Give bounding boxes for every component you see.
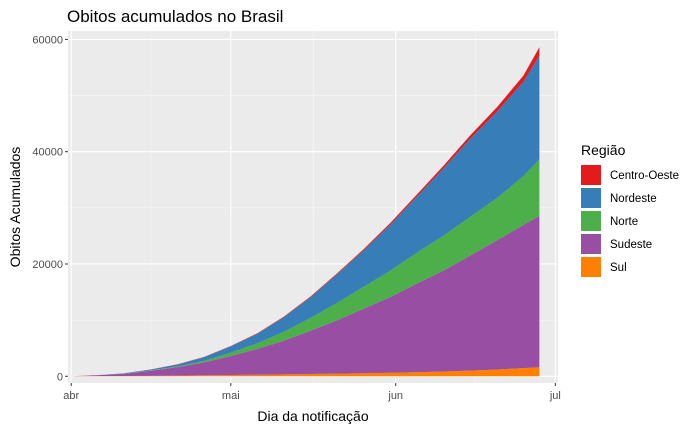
x-tick-label: abr: [63, 390, 79, 402]
y-tick-label: 60000: [32, 34, 63, 46]
legend-label: Sudeste: [610, 239, 652, 251]
legend-key: [581, 234, 601, 254]
area-sudeste: [71, 215, 540, 377]
x-tick-label: mai: [222, 390, 240, 402]
area-norte: [71, 159, 540, 377]
area-sul: [71, 367, 540, 377]
x-tick-label: jul: [549, 390, 561, 402]
legend: Região Centro-Oeste Nordeste Norte Sudeste S…: [581, 142, 679, 277]
legend-label: Nordeste: [610, 193, 657, 205]
x-tick-label: jun: [387, 390, 403, 402]
y-axis-title: Obitos Acumulados: [7, 147, 23, 268]
legend-key: [581, 188, 601, 208]
legend-key: [581, 257, 601, 277]
y-tick-label: 20000: [32, 259, 63, 271]
y-tick-label: 40000: [32, 147, 63, 159]
x-axis-title: Dia da notificação: [257, 408, 369, 424]
legend-key: [581, 211, 601, 231]
legend-label: Centro-Oeste: [610, 170, 679, 182]
y-tick-label: 0: [57, 371, 63, 383]
legend-title: Região: [581, 142, 626, 158]
legend-label: Norte: [610, 216, 638, 228]
x-axis: abr mai jun jul: [63, 383, 561, 402]
legend-label: Sul: [610, 262, 627, 274]
chart-title: Obitos acumulados no Brasil: [67, 7, 283, 26]
area-nordeste: [71, 55, 540, 377]
area-series: [71, 47, 540, 377]
legend-key: [581, 165, 601, 185]
y-axis: 0 20000 40000 60000: [32, 34, 68, 383]
